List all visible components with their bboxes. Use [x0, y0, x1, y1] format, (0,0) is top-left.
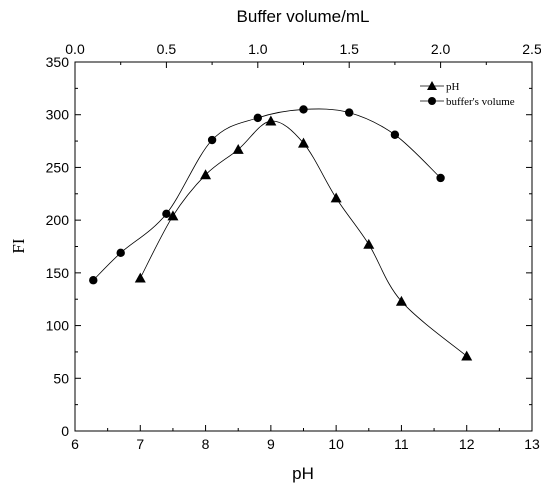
legend: pH buffer's volume — [420, 81, 515, 108]
x-tick-label: 13 — [524, 436, 540, 452]
x-tick-label: 11 — [394, 436, 409, 452]
y-tick-label: 50 — [53, 370, 69, 386]
x-axis-title: pH — [292, 464, 314, 483]
y-axis-title: FI — [9, 238, 28, 253]
point-buffer-volume — [162, 209, 171, 219]
point-buffer-volume — [390, 130, 400, 139]
point-ph — [395, 295, 407, 306]
y-tick-label: 300 — [46, 107, 70, 123]
y-tick-label: 0 — [61, 423, 69, 439]
point-ph — [167, 210, 179, 221]
top-tick-label: 1.0 — [248, 41, 268, 57]
x-tick-label: 10 — [328, 436, 344, 452]
y-tick-label: 150 — [46, 265, 70, 281]
point-buffer-volume — [116, 248, 125, 258]
plot-frame — [74, 61, 533, 432]
point-ph — [232, 144, 244, 154]
point-buffer-volume — [89, 276, 98, 285]
left-axis-ticks: 0 50 100 150 200 250 300 350 — [46, 54, 532, 439]
x-tick-label: 8 — [202, 436, 210, 452]
top-tick-label: 0.0 — [65, 41, 85, 57]
point-ph — [298, 137, 309, 148]
point-ph — [265, 115, 277, 126]
x-tick-label: 7 — [136, 436, 144, 452]
top-axis-title: Buffer volume/mL — [237, 7, 370, 26]
point-ph — [134, 272, 146, 283]
point-buffer-volume — [253, 113, 262, 123]
y-tick-label: 350 — [46, 54, 70, 70]
point-ph — [200, 169, 212, 180]
x-tick-label: 12 — [459, 436, 475, 452]
legend-marker-circle — [428, 97, 436, 105]
y-tick-label: 200 — [46, 212, 70, 228]
point-ph — [461, 350, 473, 361]
legend-label-volume: buffer's volume — [446, 96, 515, 108]
point-ph — [330, 192, 342, 203]
top-tick-label: 1.5 — [339, 41, 359, 57]
series-line-ph — [139, 120, 467, 357]
x-tick-label: 6 — [71, 436, 79, 452]
top-tick-label: 0.5 — [157, 41, 177, 57]
point-buffer-volume — [345, 108, 354, 117]
point-ph — [363, 238, 375, 249]
point-buffer-volume — [207, 135, 217, 145]
point-buffer-volume — [299, 105, 308, 114]
top-tick-label: 2.5 — [522, 41, 541, 57]
x-tick-label: 9 — [267, 436, 275, 452]
series-line-buffer-volume — [92, 108, 441, 281]
legend-marker-triangle — [427, 81, 437, 90]
bottom-axis-ticks: 6 7 8 9 10 11 12 13 — [71, 425, 540, 452]
legend-label-ph: pH — [446, 81, 460, 93]
y-tick-label: 250 — [46, 159, 70, 175]
top-tick-label: 2.0 — [431, 41, 451, 57]
point-buffer-volume — [436, 173, 445, 183]
series-layer — [89, 105, 473, 361]
top-axis-ticks: 0.0 0.5 1.0 1.5 2.0 2.5 — [65, 41, 541, 68]
y-tick-label: 100 — [46, 318, 70, 334]
